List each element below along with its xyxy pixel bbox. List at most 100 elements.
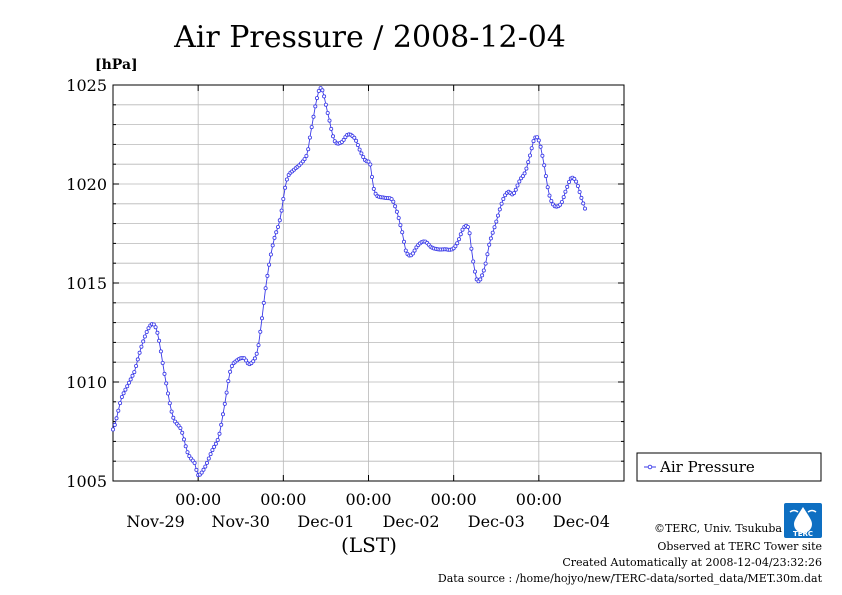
data-point	[341, 137, 346, 142]
data-point	[401, 239, 406, 244]
data-point	[355, 143, 360, 148]
data-point	[490, 230, 495, 235]
data-point	[471, 259, 476, 264]
data-point	[251, 359, 256, 364]
data-point	[277, 218, 282, 223]
data-point	[371, 186, 376, 191]
data-point	[488, 236, 493, 241]
data-point	[155, 330, 160, 335]
created-text: Created Automatically at 2008-12-04/23:3…	[562, 556, 822, 569]
data-point	[157, 338, 162, 343]
data-point	[458, 232, 463, 237]
data-point	[226, 379, 231, 384]
data-point	[258, 329, 263, 334]
data-point	[203, 464, 208, 469]
data-point	[485, 252, 490, 257]
data-point	[524, 166, 529, 171]
y-axis-unit-label: [hPa]	[95, 57, 138, 73]
y-tick-label: 1005	[66, 472, 107, 491]
data-point	[322, 94, 327, 99]
data-point	[559, 199, 564, 204]
data-point	[228, 369, 233, 374]
legend-label-air-pressure: Air Pressure	[659, 458, 755, 476]
x-axis-ticks: 00:00 00:00 00:00 00:00 00:00 Nov-29 Nov-30 Dec…	[112, 85, 625, 531]
wave-icon	[789, 509, 817, 513]
data-point	[135, 357, 140, 362]
data-point	[583, 206, 588, 211]
y-axis-ticks: 1025 1020 1015 1010 1005	[66, 76, 624, 491]
data-point	[359, 151, 364, 156]
data-point	[467, 231, 472, 236]
data-point	[212, 444, 217, 449]
data-point	[139, 344, 144, 349]
data-point	[513, 187, 518, 192]
data-point	[279, 208, 284, 213]
x-tick-date-label: Nov-30	[212, 512, 270, 531]
x-tick-date-label: Dec-04	[553, 512, 610, 531]
data-point	[540, 153, 545, 158]
legend-box	[636, 452, 822, 482]
data-point	[141, 339, 146, 344]
data-point	[481, 268, 486, 273]
data-point	[125, 384, 130, 389]
data-point	[547, 193, 552, 198]
data-point	[327, 118, 332, 123]
data-point	[219, 422, 224, 427]
data-point	[283, 185, 288, 190]
data-point	[284, 177, 289, 182]
data-point	[220, 412, 225, 417]
data-point	[561, 195, 566, 200]
data-point	[183, 444, 188, 449]
x-tick-time-label: 00:00	[516, 490, 562, 509]
data-point	[121, 391, 126, 396]
data-point	[132, 370, 137, 375]
grid	[113, 85, 624, 481]
data-point	[563, 189, 568, 194]
data-point	[494, 219, 499, 224]
data-point	[118, 401, 123, 406]
x-axis-label: (LST)	[341, 533, 397, 557]
data-point	[410, 251, 415, 256]
y-tick-label: 1020	[66, 175, 107, 194]
data-point	[274, 230, 279, 235]
data-point	[206, 456, 211, 461]
data-point	[215, 437, 220, 442]
data-point	[483, 261, 488, 266]
series-line	[112, 87, 586, 476]
data-point	[536, 138, 541, 143]
data-point	[575, 183, 580, 188]
data-point	[517, 179, 522, 184]
data-source-text: Data source : /home/hojyo/new/TERC-data/…	[438, 572, 823, 585]
data-point	[160, 360, 165, 365]
data-point	[354, 138, 359, 143]
data-point	[357, 147, 362, 152]
data-point	[460, 227, 465, 232]
data-point	[199, 470, 204, 475]
data-point	[478, 277, 483, 282]
data-point	[137, 350, 142, 355]
data-point	[164, 381, 169, 386]
x-tick-time-label: 00:00	[175, 490, 221, 509]
data-point	[254, 351, 259, 356]
data-point	[487, 242, 492, 247]
y-tick-label: 1025	[66, 76, 107, 95]
observed-text: Observed at TERC Tower site	[657, 540, 822, 553]
data-point	[520, 174, 525, 179]
data-point	[543, 174, 548, 179]
data-point	[394, 209, 399, 214]
terc-logo: TERC	[784, 503, 822, 538]
data-point	[538, 144, 543, 149]
data-point	[480, 273, 485, 278]
data-point	[281, 196, 286, 201]
data-point	[400, 230, 405, 235]
data-point	[267, 262, 272, 267]
data-point	[472, 269, 477, 274]
x-tick-time-label: 00:00	[345, 490, 391, 509]
data-point	[572, 176, 577, 181]
data-point	[201, 467, 206, 472]
data-point	[549, 198, 554, 203]
data-point	[169, 409, 174, 414]
data-point	[369, 174, 374, 179]
data-point	[320, 88, 325, 93]
data-point	[229, 364, 234, 369]
